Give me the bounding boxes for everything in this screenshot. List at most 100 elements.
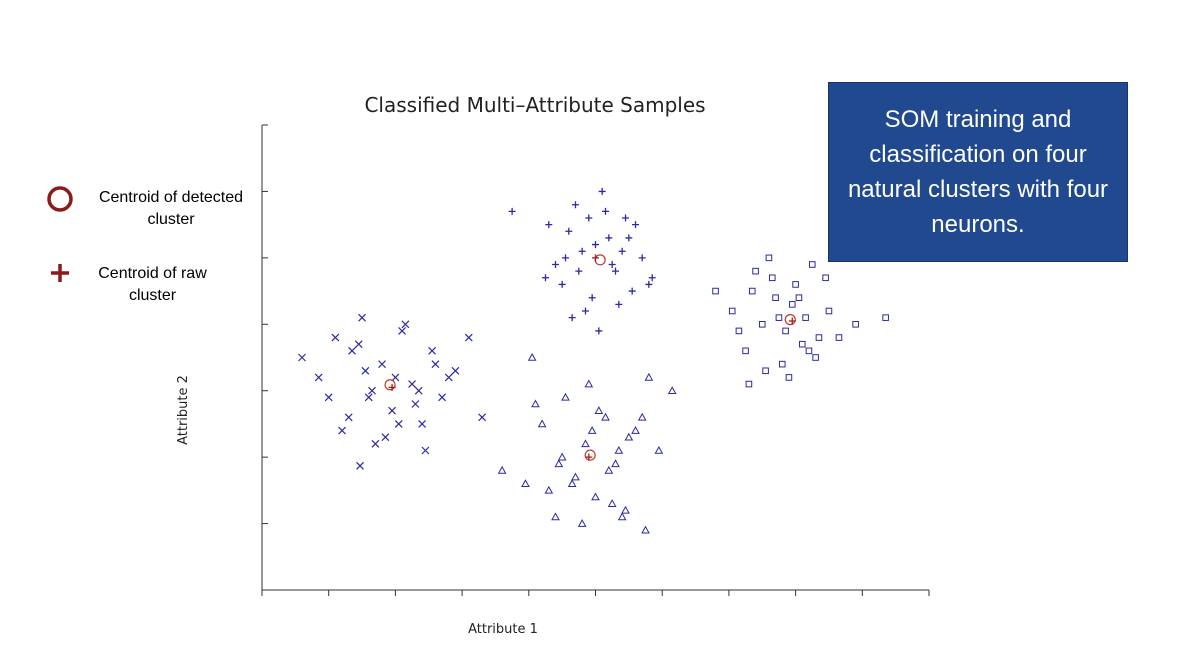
point — [765, 254, 773, 262]
point — [394, 420, 403, 428]
annotation-box: SOM training and classification on four … — [828, 82, 1128, 262]
point — [565, 227, 573, 235]
point — [368, 386, 376, 395]
point — [418, 420, 427, 428]
point — [595, 327, 603, 335]
point — [371, 439, 380, 448]
point — [648, 274, 656, 282]
point — [324, 393, 333, 402]
point — [602, 207, 610, 215]
point — [561, 392, 570, 401]
point — [567, 479, 577, 488]
point — [798, 340, 806, 348]
point — [354, 340, 363, 349]
point — [391, 373, 400, 382]
point — [752, 267, 759, 275]
legend-marker — [51, 264, 69, 282]
point — [361, 366, 370, 375]
point — [788, 317, 796, 325]
point — [601, 412, 610, 421]
point — [348, 346, 356, 355]
point — [618, 247, 626, 255]
point — [822, 274, 829, 282]
point — [584, 379, 594, 388]
point — [587, 426, 597, 434]
point — [835, 334, 843, 341]
point — [792, 281, 799, 288]
point — [825, 307, 833, 315]
point — [378, 360, 386, 369]
point — [654, 445, 664, 454]
point — [795, 294, 803, 302]
point — [768, 274, 776, 282]
point — [497, 465, 507, 474]
centroid — [584, 449, 596, 461]
point — [608, 261, 616, 268]
point — [537, 419, 547, 428]
point — [551, 261, 559, 268]
point — [298, 353, 306, 362]
point — [364, 393, 373, 402]
point — [607, 499, 617, 507]
centroid — [784, 314, 796, 326]
point — [712, 287, 719, 295]
point — [802, 314, 809, 321]
point — [625, 234, 633, 242]
point — [605, 234, 613, 242]
point — [545, 221, 553, 229]
point — [408, 380, 416, 388]
point — [772, 294, 779, 302]
legend-entry: Centroid of detected cluster — [98, 189, 244, 228]
point — [577, 519, 587, 527]
centroid — [594, 254, 606, 266]
point — [344, 413, 353, 422]
point — [428, 346, 437, 355]
chart-title: Classified Multi–Attribute Samples — [364, 93, 705, 117]
point — [414, 386, 423, 395]
point — [438, 393, 447, 402]
point — [358, 313, 366, 322]
point — [735, 327, 743, 335]
point — [762, 367, 769, 375]
point — [628, 287, 636, 295]
point — [451, 366, 460, 375]
point — [381, 433, 390, 442]
point — [788, 301, 796, 308]
point — [611, 459, 620, 468]
legend-entry: Centroid of raw cluster — [98, 265, 207, 304]
point — [557, 452, 567, 461]
point — [568, 314, 576, 322]
point — [558, 280, 566, 288]
y-axis-label: Attribute 2 — [176, 375, 191, 445]
point — [581, 307, 589, 315]
point — [541, 274, 549, 282]
point — [775, 314, 783, 321]
point — [745, 380, 753, 388]
point — [464, 333, 473, 342]
point — [638, 254, 646, 262]
point — [551, 512, 560, 521]
point — [578, 247, 586, 255]
point — [554, 459, 564, 468]
point — [592, 254, 599, 262]
point — [338, 426, 346, 435]
point — [401, 320, 410, 329]
point — [614, 445, 624, 454]
point — [575, 267, 583, 275]
point — [531, 399, 540, 408]
point — [612, 267, 620, 275]
point — [805, 347, 813, 355]
point — [571, 201, 579, 209]
point — [815, 334, 823, 341]
point — [527, 352, 537, 361]
point — [591, 492, 600, 501]
point — [622, 214, 630, 222]
point — [398, 327, 406, 335]
point — [421, 446, 430, 455]
point — [631, 426, 640, 434]
point — [785, 374, 793, 381]
point — [588, 294, 596, 302]
point — [388, 406, 396, 415]
point — [637, 412, 647, 421]
